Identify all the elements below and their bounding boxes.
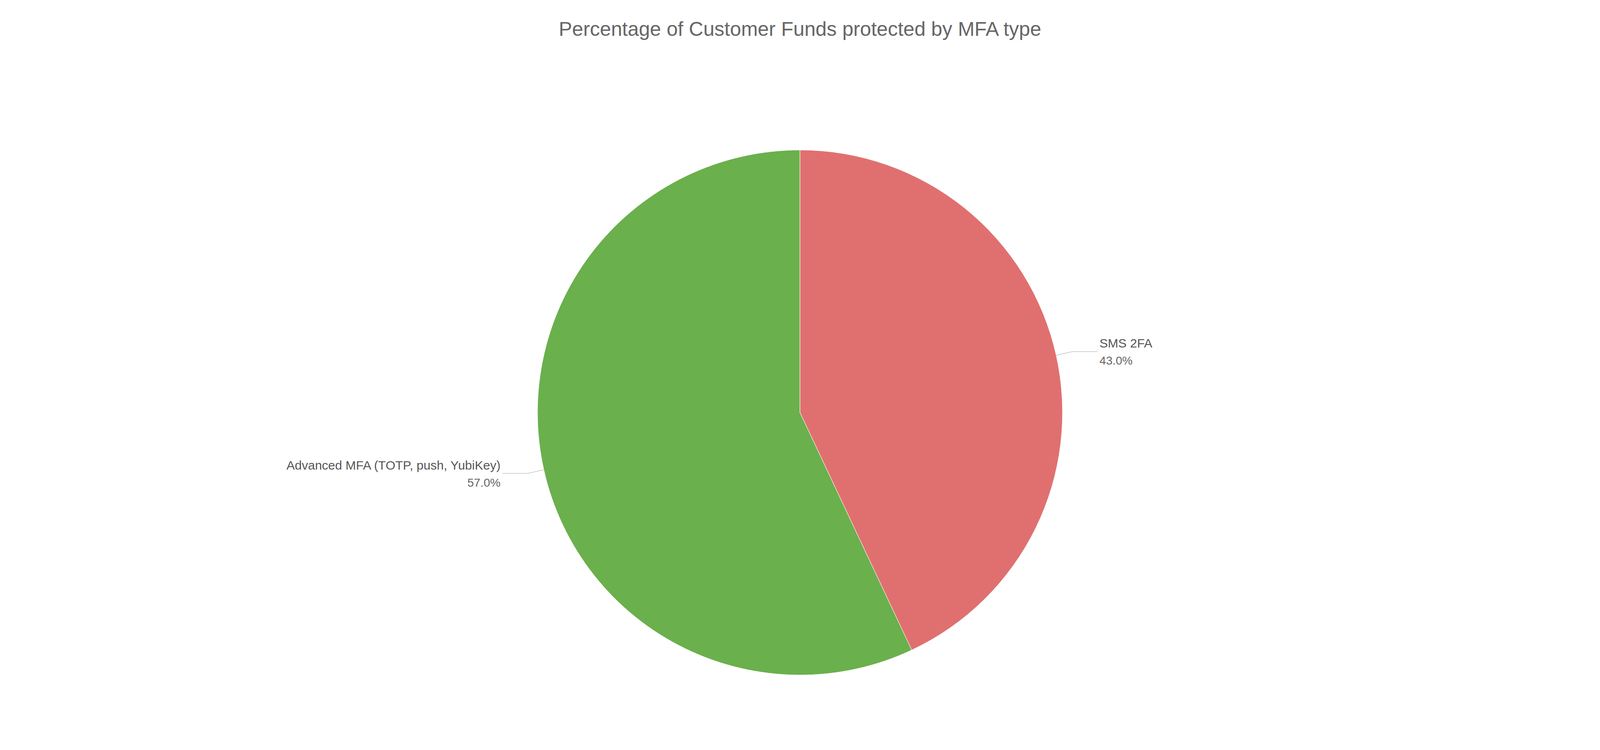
svg-text:57.0%: 57.0% [467,476,501,490]
svg-text:Advanced MFA (TOTP, push, Yubi: Advanced MFA (TOTP, push, YubiKey) [286,458,501,473]
svg-text:43.0%: 43.0% [1099,354,1133,368]
svg-text:Percentage of Customer Funds p: Percentage of Customer Funds protected b… [558,17,1042,40]
svg-text:SMS 2FA: SMS 2FA [1099,336,1153,350]
